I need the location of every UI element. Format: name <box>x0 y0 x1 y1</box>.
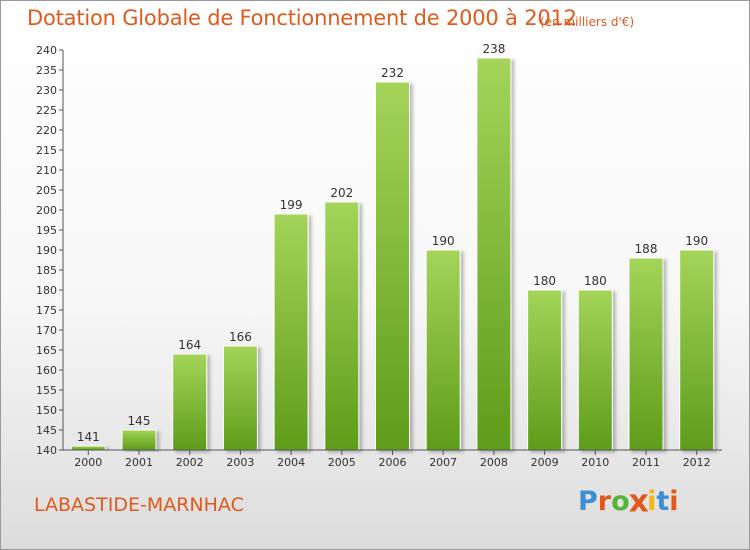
logo-letter: i <box>647 486 657 517</box>
y-tick-label-175: 175 <box>36 304 57 317</box>
bar-value-label-2009: 180 <box>533 274 556 288</box>
bar-value-label-2012: 190 <box>685 234 708 248</box>
bar-value-label-2007: 190 <box>432 234 455 248</box>
y-tick-label-195: 195 <box>36 224 57 237</box>
x-tick-label-2005: 2005 <box>328 456 356 469</box>
y-tick-label-155: 155 <box>36 384 57 397</box>
x-tick-label-2012: 2012 <box>683 456 711 469</box>
proxiti-logo[interactable]: Proxiti <box>578 483 679 520</box>
x-tick-label-2007: 2007 <box>429 456 457 469</box>
y-tick-label-225: 225 <box>36 104 57 117</box>
bar-2010 <box>577 289 613 451</box>
bar-2009 <box>527 289 563 451</box>
chart-title: Dotation Globale de Fonctionnement de 20… <box>27 6 577 30</box>
y-tick-label-190: 190 <box>36 244 57 257</box>
bar-2000 <box>70 445 106 451</box>
bar-value-label-2000: 141 <box>77 430 100 444</box>
logo-letter: x <box>628 483 649 520</box>
x-tick-label-2004: 2004 <box>277 456 305 469</box>
x-tick-label-2000: 2000 <box>74 456 102 469</box>
bar-value-label-2002: 164 <box>178 338 201 352</box>
chart-unit-label: (en milliers d'€) <box>540 15 635 29</box>
bar-value-label-2010: 180 <box>584 274 607 288</box>
bar-2002 <box>172 353 208 451</box>
bar-2006 <box>375 81 410 451</box>
logo-letter: i <box>669 486 679 517</box>
logo-letter: r <box>597 486 612 517</box>
y-tick-label-185: 185 <box>36 264 57 277</box>
x-tick-label-2001: 2001 <box>125 456 153 469</box>
y-tick-label-235: 235 <box>36 64 57 77</box>
bar-2004 <box>273 213 309 451</box>
y-tick-label-170: 170 <box>36 324 57 337</box>
bar-2001 <box>121 429 157 451</box>
logo-letter: o <box>611 486 630 517</box>
y-tick-label-165: 165 <box>36 344 57 357</box>
y-tick-label-205: 205 <box>36 184 57 197</box>
x-tick-label-2009: 2009 <box>531 456 559 469</box>
bar-value-label-2006: 232 <box>381 66 404 80</box>
bar-2007 <box>425 249 461 451</box>
commune-name: LABASTIDE-MARNHAC <box>34 494 244 516</box>
bar-2011 <box>628 257 664 451</box>
x-tick-label-2003: 2003 <box>226 456 254 469</box>
bar-value-label-2005: 202 <box>330 186 353 200</box>
y-tick-label-210: 210 <box>36 164 57 177</box>
y-tick-label-200: 200 <box>36 204 57 217</box>
y-tick-label-140: 140 <box>36 444 57 457</box>
x-tick-label-2010: 2010 <box>581 456 609 469</box>
x-tick-label-2006: 2006 <box>379 456 407 469</box>
y-tick-label-160: 160 <box>36 364 57 377</box>
y-tick-label-150: 150 <box>36 404 57 417</box>
bar-value-label-2004: 199 <box>280 198 303 212</box>
logo-letter: t <box>656 486 670 517</box>
x-tick-label-2002: 2002 <box>176 456 204 469</box>
y-tick-label-220: 220 <box>36 124 57 137</box>
y-tick-label-240: 240 <box>36 44 57 57</box>
y-tick-label-215: 215 <box>36 144 57 157</box>
y-tick-label-230: 230 <box>36 84 57 97</box>
bar-2003 <box>222 345 258 451</box>
bar-2012 <box>679 249 715 451</box>
bar-2008 <box>476 57 512 451</box>
x-tick-label-2011: 2011 <box>632 456 660 469</box>
bar-value-label-2008: 238 <box>482 42 505 56</box>
x-tick-label-2008: 2008 <box>480 456 508 469</box>
logo-letter: P <box>578 486 598 517</box>
bar-value-label-2003: 166 <box>229 330 252 344</box>
bar-2005 <box>324 201 360 451</box>
y-tick-label-145: 145 <box>36 424 57 437</box>
bar-value-label-2001: 145 <box>128 414 151 428</box>
bar-value-label-2011: 188 <box>635 242 658 256</box>
y-tick-label-180: 180 <box>36 284 57 297</box>
